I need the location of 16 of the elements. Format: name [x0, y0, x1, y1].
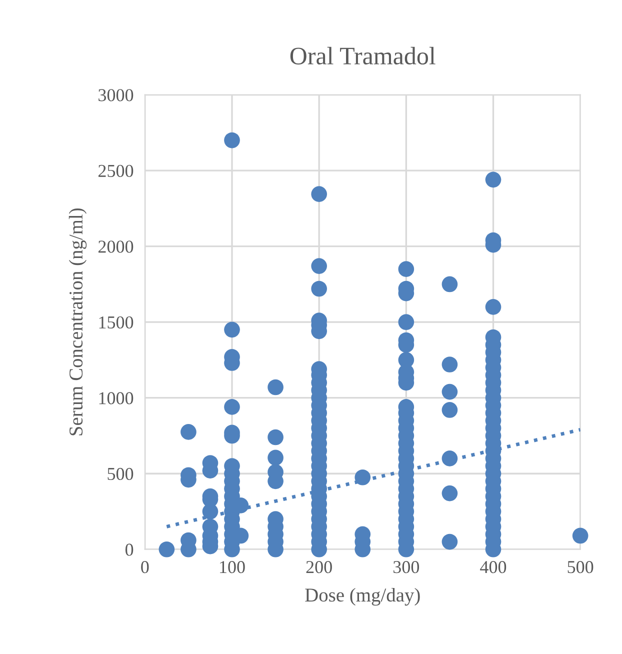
x-tick-label: 400 [480, 560, 506, 574]
y-tick-label: 500 [108, 468, 134, 480]
chart-title: Oral Tramadol [290, 46, 436, 65]
x-tick-label: 200 [306, 560, 332, 574]
y-tick-label: 2500 [98, 164, 134, 178]
x-tick-label: 100 [220, 560, 245, 574]
y-tick-label: 2000 [98, 240, 134, 253]
x-tick-label: 0 [141, 560, 149, 574]
y-axis-title: Serum Concentration (ng/ml) [68, 208, 87, 436]
y-tick-label: 0 [125, 544, 134, 556]
y-tick-label: 1500 [99, 316, 134, 329]
y-tick-label: 3000 [98, 89, 134, 102]
x-tick-label: 500 [568, 560, 594, 574]
x-axis-title: Dose (mg/day) [305, 588, 420, 606]
y-tick-label: 1000 [99, 392, 134, 404]
x-tick-label: 300 [393, 560, 420, 574]
